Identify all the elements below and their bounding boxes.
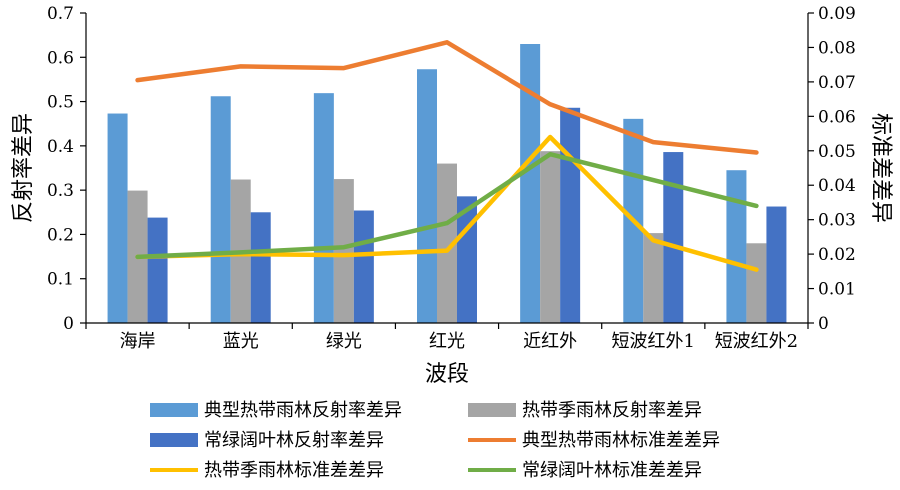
bar-series-3-7 [766, 206, 787, 323]
y2-tick-label: 0 [818, 314, 829, 334]
x-tick-label: 近红外 [523, 331, 577, 352]
x-tick-label: 绿光 [326, 331, 362, 352]
axes-layer [85, 13, 809, 324]
bar-series-3-2 [250, 212, 271, 323]
legend-label: 热带季雨林标准差差异 [204, 460, 384, 481]
ticks-layer: 0 0.1 0.2 0.3 0.4 0.5 0.6 0.7 0 0.01 0.02 0.03 0.04 0… [47, 4, 856, 352]
y-tick-label: 0.2 [47, 225, 74, 245]
bars-layer [107, 44, 787, 324]
y-tick-label: 0.6 [47, 48, 74, 68]
bar-series-1-7 [726, 170, 747, 323]
legend-swatch-bar [468, 403, 516, 417]
y2-tick-label: 0.04 [818, 176, 856, 196]
lines-layer [135, 40, 759, 272]
legend-label: 典型热带雨林反射率差异 [204, 400, 402, 421]
bar-series-1-3 [313, 93, 334, 324]
legend-label: 热带季雨林反射率差异 [522, 400, 702, 421]
legend-label: 常绿阔叶林反射率差异 [204, 430, 384, 451]
bar-series-1-5 [520, 44, 541, 323]
bar-series-1-4 [417, 69, 437, 323]
x-tick-label: 红光 [429, 331, 465, 352]
y-tick-label: 0.4 [47, 137, 74, 157]
y-tick-label: 0.7 [47, 4, 74, 24]
bar-series-3-3 [353, 210, 374, 323]
y-tick-label: 0.1 [47, 270, 74, 290]
bar-series-3-5 [560, 107, 581, 324]
line-series-1 [135, 40, 759, 155]
legend-label: 常绿阔叶林标准差差异 [522, 460, 702, 481]
bar-series-2-7 [746, 243, 767, 323]
x-tick-label: 蓝光 [223, 331, 259, 352]
bar-series-2-6 [643, 233, 664, 323]
x-tick-label: 海岸 [120, 331, 156, 352]
x-axis-title: 波段 [425, 362, 469, 387]
legend-swatch-bar [150, 433, 198, 447]
bar-series-3-6 [663, 152, 684, 323]
y2-tick-label: 0.03 [818, 211, 856, 231]
y-tick-label: 0.5 [47, 93, 74, 113]
y2-tick-label: 0.05 [818, 142, 856, 162]
bar-series-1-1 [107, 113, 128, 324]
y2-tick-label: 0.02 [818, 245, 856, 265]
y-axis-title: 反射率差异 [11, 113, 36, 223]
y-tick-label: 0 [63, 314, 74, 334]
y2-axis-title: 标准差差异 [868, 113, 893, 223]
line-series-3 [135, 151, 759, 260]
bar-series-3-1 [147, 217, 168, 323]
y2-tick-label: 0.09 [818, 4, 856, 24]
legend-swatch-bar [150, 403, 198, 417]
x-tick-label: 短波红外2 [715, 331, 798, 352]
y2-tick-label: 0.06 [818, 107, 856, 127]
bar-series-3-4 [457, 196, 477, 323]
y2-tick-label: 0.08 [818, 38, 856, 58]
legend-label: 典型热带雨林标准差差异 [522, 430, 720, 451]
y2-tick-label: 0.01 [818, 280, 856, 300]
x-tick-label: 短波红外1 [612, 331, 695, 352]
y2-tick-label: 0.07 [818, 73, 856, 93]
y-tick-label: 0.3 [47, 181, 74, 201]
bar-series-2-4 [437, 163, 457, 323]
bar-series-2-3 [333, 179, 354, 323]
bar-series-1-2 [210, 96, 231, 323]
bar-series-2-5 [540, 151, 561, 323]
